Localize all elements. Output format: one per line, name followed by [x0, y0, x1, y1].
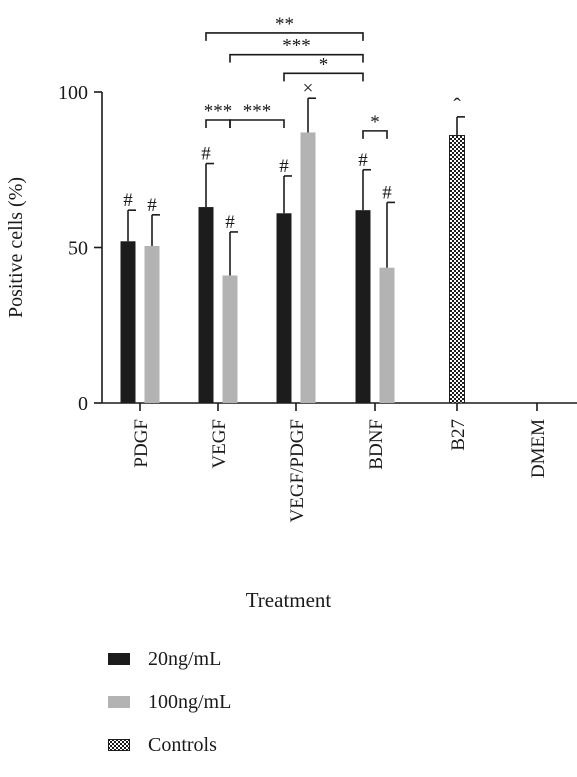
bar: [144, 245, 160, 403]
bar: [300, 132, 316, 403]
legend-label-100ng: 100ng/mL: [148, 691, 232, 713]
x-axis-title: Treatment: [245, 588, 332, 612]
significance-label: ***: [282, 36, 311, 57]
significance-mark: #: [382, 182, 392, 203]
bar: [449, 135, 465, 404]
legend-swatch-100ng: [108, 696, 130, 708]
significance-mark: #: [201, 144, 211, 165]
significance-mark: ×: [303, 78, 314, 99]
y-tick-label: 100: [58, 82, 88, 104]
x-tick-label: B27: [448, 419, 469, 451]
legend-swatch-20ng: [108, 653, 130, 665]
bar: [379, 267, 395, 403]
significance-label: **: [275, 14, 294, 35]
significance-bracket: [362, 130, 388, 139]
bar: [198, 207, 214, 403]
significance-label: *: [370, 112, 380, 133]
significance-bracket: [283, 72, 364, 82]
legend-label-20ng: 20ng/mL: [148, 648, 222, 670]
y-tick-label: 0: [78, 393, 88, 415]
legend-item-100ng: 100ng/mL: [108, 691, 231, 713]
x-tick-label: DMEM: [528, 419, 549, 478]
x-tick-label: BDNF: [366, 419, 387, 470]
legend-swatch-controls: [108, 739, 130, 751]
legend-item-controls: Controls: [108, 734, 231, 756]
significance-bracket: [205, 32, 364, 41]
bar: [355, 210, 371, 403]
significance-mark: ˆ: [453, 93, 461, 118]
significance-mark: #: [279, 156, 289, 177]
significance-label: ***: [204, 101, 233, 122]
x-tick-label: VEGF/PDGF: [287, 419, 308, 522]
significance-mark: #: [225, 212, 235, 233]
significance-bracket: [229, 119, 285, 128]
significance-mark: #: [123, 190, 133, 211]
significance-mark: #: [358, 150, 368, 171]
bar: [120, 241, 136, 403]
significance-bracket: [229, 53, 364, 63]
legend-label-controls: Controls: [148, 734, 217, 756]
significance-label: *: [319, 54, 329, 75]
significance-label: ***: [243, 101, 272, 122]
significance-mark: #: [147, 195, 157, 216]
y-tick-label: 50: [68, 238, 88, 260]
x-tick-label: VEGF: [209, 419, 230, 469]
legend-item-20ng: 20ng/mL: [108, 648, 231, 670]
x-tick-label: PDGF: [131, 419, 152, 468]
legend: 20ng/mL 100ng/mL Controls: [108, 648, 231, 777]
bar: [222, 275, 238, 403]
y-axis-title: Positive cells (%): [5, 177, 27, 318]
bar: [276, 213, 292, 403]
chart: 0 50 100 Positive cells (%) PDGF VEGF VEGF/PDG…: [5, 14, 577, 522]
